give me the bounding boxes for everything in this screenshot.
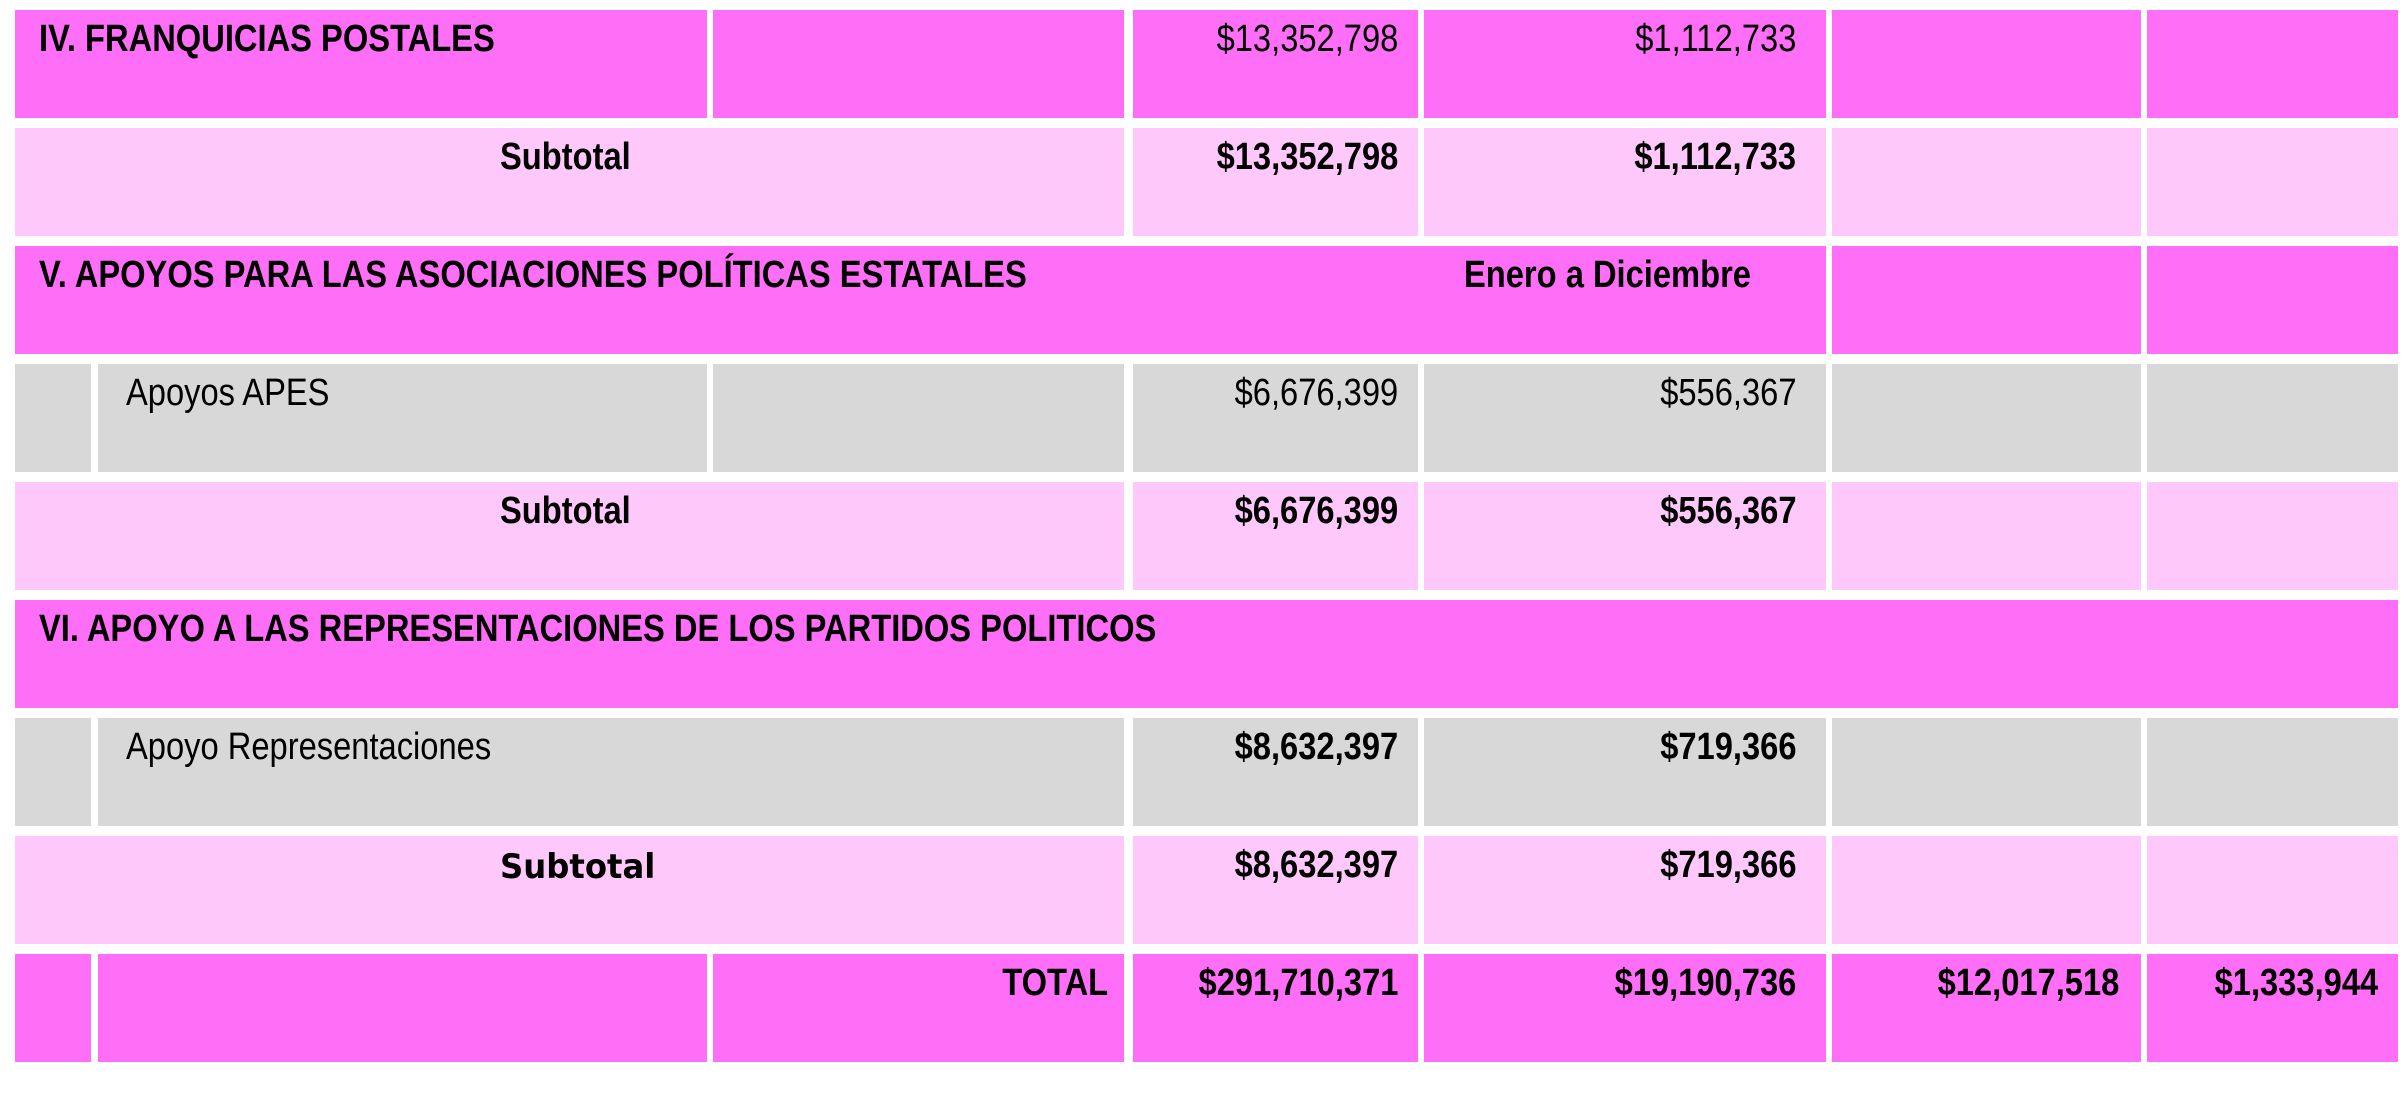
- subtotal-annual: $13,352,798: [1216, 136, 1398, 178]
- subtotal-label-cell: Subtotal: [15, 836, 1124, 944]
- empty-cell: [2147, 718, 2398, 826]
- subtotal-label-cell: Subtotal: [15, 128, 1124, 236]
- subtotal-row-franquicias: Subtotal $13,352,798 $1,112,733: [10, 128, 2398, 243]
- subtotal-annual-cell: $8,632,397: [1133, 836, 1418, 944]
- item-annual-cell: $8,632,397: [1133, 718, 1418, 826]
- total-label: TOTAL: [1002, 962, 1108, 1004]
- empty-cell: [2147, 364, 2398, 472]
- item-label: Apoyos APES: [126, 372, 330, 414]
- subtotal-label: Subtotal: [500, 847, 656, 887]
- empty-cell: [15, 954, 91, 1062]
- empty-cell: [1832, 364, 2141, 472]
- section-row-apoyos: V. APOYOS PARA LAS ASOCIACIONES POLÍTICA…: [10, 246, 2398, 361]
- subtotal-monthly-cell: $556,367: [1424, 482, 1826, 590]
- item-row-representaciones: Apoyo Representaciones $8,632,397 $719,3…: [10, 718, 2398, 833]
- total-col6: $1,333,944: [2214, 962, 2378, 1004]
- empty-cell: [98, 954, 707, 1062]
- item-label-cell: Apoyo Representaciones: [98, 718, 1124, 826]
- monthly-amount: $1,112,733: [1634, 18, 1796, 60]
- item-annual: $6,676,399: [1234, 372, 1398, 414]
- total-col6-cell: $1,333,944: [2147, 954, 2398, 1062]
- subtotal-monthly-cell: $719,366: [1424, 836, 1826, 944]
- period-label: Enero a Diciembre: [1464, 254, 1751, 296]
- subtotal-annual-cell: $6,676,399: [1133, 482, 1418, 590]
- section-title-cell: VI. APOYO A LAS REPRESENTACIONES DE LOS …: [15, 600, 2398, 708]
- empty-cell: [1832, 128, 2141, 236]
- subtotal-annual-cell: $13,352,798: [1133, 128, 1418, 236]
- item-label-cell: Apoyos APES: [98, 364, 707, 472]
- subtotal-label-cell: Subtotal: [15, 482, 1124, 590]
- monthly-cell: $1,112,733: [1424, 10, 1826, 118]
- empty-cell: [2147, 10, 2398, 118]
- item-row-apes: Apoyos APES $6,676,399 $556,367: [10, 364, 2398, 479]
- empty-cell: [2147, 482, 2398, 590]
- total-monthly: $19,190,736: [1614, 962, 1796, 1004]
- item-monthly: $556,367: [1659, 372, 1796, 414]
- section-row-franquicias: IV. FRANQUICIAS POSTALES $13,352,798 $1,…: [10, 10, 2398, 125]
- total-annual-cell: $291,710,371: [1133, 954, 1418, 1062]
- section-title: VI. APOYO A LAS REPRESENTACIONES DE LOS …: [39, 608, 1157, 650]
- item-annual-cell: $6,676,399: [1133, 364, 1418, 472]
- empty-cell: [2147, 128, 2398, 236]
- total-annual: $291,710,371: [1198, 962, 1398, 1004]
- empty-cell: [1832, 246, 2141, 354]
- empty-cell: [1832, 10, 2141, 118]
- annual-cell: $13,352,798: [1133, 10, 1418, 118]
- empty-cell: [1832, 482, 2141, 590]
- subtotal-row-apoyos: Subtotal $6,676,399 $556,367: [10, 482, 2398, 597]
- indent-cell: [15, 364, 91, 472]
- indent-cell: [15, 718, 91, 826]
- item-label: Apoyo Representaciones: [126, 726, 492, 768]
- empty-cell: [1832, 836, 2141, 944]
- subtotal-label: Subtotal: [500, 490, 631, 532]
- empty-cell: [2147, 836, 2398, 944]
- total-col5: $12,017,518: [1937, 962, 2119, 1004]
- subtotal-label: Subtotal: [500, 136, 631, 178]
- item-monthly: $719,366: [1659, 726, 1796, 768]
- annual-amount: $13,352,798: [1216, 18, 1398, 60]
- item-monthly-cell: $556,367: [1424, 364, 1826, 472]
- total-label-cell: TOTAL: [713, 954, 1124, 1062]
- subtotal-annual: $6,676,399: [1234, 490, 1398, 532]
- section-row-representaciones: VI. APOYO A LAS REPRESENTACIONES DE LOS …: [10, 600, 2398, 715]
- total-col5-cell: $12,017,518: [1832, 954, 2141, 1062]
- total-monthly-cell: $19,190,736: [1424, 954, 1826, 1062]
- empty-cell: [713, 364, 1124, 472]
- period-cell: Enero a Diciembre: [1424, 246, 1826, 354]
- item-monthly-cell: $719,366: [1424, 718, 1826, 826]
- subtotal-monthly: $1,112,733: [1634, 136, 1796, 178]
- section-title: V. APOYOS PARA LAS ASOCIACIONES POLÍTICA…: [39, 254, 1027, 296]
- section-title-cell: V. APOYOS PARA LAS ASOCIACIONES POLÍTICA…: [15, 246, 1424, 354]
- empty-cell: [1832, 718, 2141, 826]
- total-row: TOTAL $291,710,371 $19,190,736 $12,017,5…: [10, 954, 2398, 1069]
- subtotal-monthly: $556,367: [1659, 490, 1796, 532]
- item-annual: $8,632,397: [1234, 726, 1398, 768]
- subtotal-monthly-cell: $1,112,733: [1424, 128, 1826, 236]
- subtotal-row-representaciones: Subtotal $8,632,397 $719,366: [10, 836, 2398, 951]
- section-title-cell: IV. FRANQUICIAS POSTALES: [15, 10, 707, 118]
- subtotal-monthly: $719,366: [1659, 844, 1796, 886]
- budget-table: IV. FRANQUICIAS POSTALES $13,352,798 $1,…: [10, 10, 2398, 1090]
- subtotal-annual: $8,632,397: [1234, 844, 1398, 886]
- section-title: IV. FRANQUICIAS POSTALES: [39, 18, 495, 60]
- empty-cell: [713, 10, 1124, 118]
- empty-cell: [2147, 246, 2398, 354]
